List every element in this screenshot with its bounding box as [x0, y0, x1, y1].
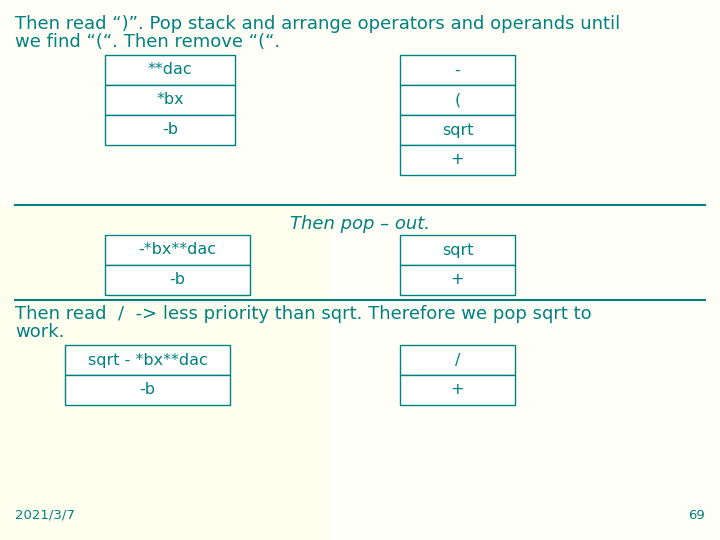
FancyBboxPatch shape: [400, 375, 515, 405]
Text: +: +: [451, 382, 464, 397]
FancyBboxPatch shape: [400, 115, 515, 145]
Text: *bx: *bx: [156, 92, 184, 107]
Text: (: (: [454, 92, 461, 107]
Text: +: +: [451, 152, 464, 167]
FancyBboxPatch shape: [400, 265, 515, 295]
Text: /: /: [455, 353, 460, 368]
FancyBboxPatch shape: [65, 375, 230, 405]
Text: **dac: **dac: [148, 63, 192, 78]
Text: Then read  /  -> less priority than sqrt. Therefore we pop sqrt to: Then read / -> less priority than sqrt. …: [15, 305, 592, 323]
Text: we find “(“. Then remove “(“.: we find “(“. Then remove “(“.: [15, 33, 280, 51]
FancyBboxPatch shape: [105, 115, 235, 145]
Text: sqrt: sqrt: [442, 242, 473, 258]
FancyBboxPatch shape: [400, 235, 515, 265]
Text: -b: -b: [162, 123, 178, 138]
Text: Then pop – out.: Then pop – out.: [290, 215, 430, 233]
Text: work.: work.: [15, 323, 64, 341]
FancyBboxPatch shape: [65, 345, 230, 375]
Text: 2021/3/7: 2021/3/7: [15, 509, 75, 522]
FancyBboxPatch shape: [400, 85, 515, 115]
FancyBboxPatch shape: [400, 55, 515, 85]
Text: -: -: [454, 63, 460, 78]
FancyBboxPatch shape: [0, 205, 330, 365]
FancyBboxPatch shape: [105, 85, 235, 115]
Text: Then read “)”. Pop stack and arrange operators and operands until: Then read “)”. Pop stack and arrange ope…: [15, 15, 620, 33]
Text: sqrt: sqrt: [442, 123, 473, 138]
Text: -b: -b: [169, 273, 186, 287]
Text: 69: 69: [688, 509, 705, 522]
FancyBboxPatch shape: [400, 145, 515, 175]
FancyBboxPatch shape: [105, 235, 250, 265]
FancyBboxPatch shape: [400, 345, 515, 375]
FancyBboxPatch shape: [105, 265, 250, 295]
Text: +: +: [451, 273, 464, 287]
Text: sqrt - *bx**dac: sqrt - *bx**dac: [88, 353, 207, 368]
Text: -*bx**dac: -*bx**dac: [138, 242, 217, 258]
FancyBboxPatch shape: [0, 365, 330, 540]
Text: -b: -b: [140, 382, 156, 397]
FancyBboxPatch shape: [105, 55, 235, 85]
